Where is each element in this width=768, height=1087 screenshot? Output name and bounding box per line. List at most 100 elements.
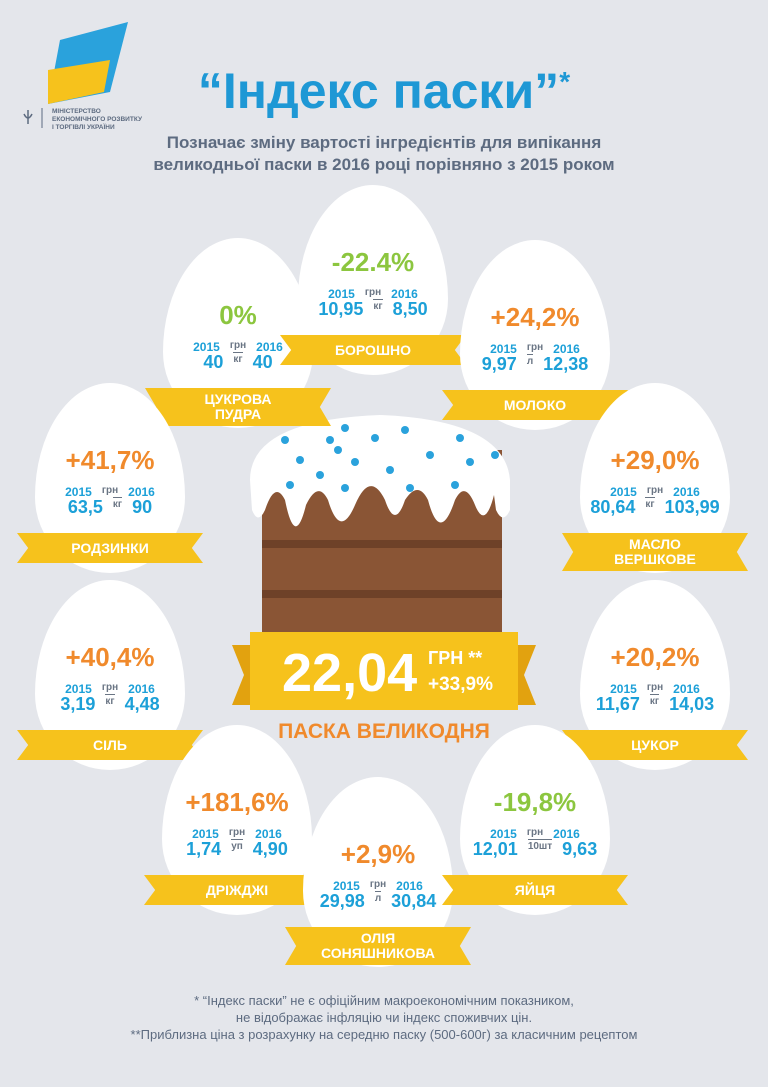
title-mark: * (559, 66, 571, 97)
unit: л (526, 354, 534, 375)
unit: уп (231, 839, 243, 860)
ingredient-name: БОРОШНО (334, 341, 412, 358)
ingredient: -19,8% 2015 грн 2016 12,01 10шт 9,63 ЯЙЦЯ (442, 725, 628, 925)
currency: грн (101, 682, 119, 693)
sprinkles (281, 424, 499, 492)
currency: грн (101, 485, 119, 496)
ingredient: +24,2% 2015 грн 2016 9,97 л 12,38 МОЛОКО (442, 240, 628, 440)
change: -19,8% (493, 787, 577, 817)
ingredient-name: СОНЯШНИКОВА (320, 945, 436, 961)
emblem (23, 110, 33, 124)
years: 2015 грн 2016 (162, 827, 312, 841)
ribbon: ЦУКРОВА ПУДРА (145, 388, 331, 426)
ministry-line: І ТОРГІВЛІ УКРАЇНИ (52, 124, 115, 131)
ingredient: +181,6% 2015 грн 2016 1,74 уп 4,90 ДРІЖДЖІ (144, 725, 330, 925)
unit: кг (645, 497, 655, 518)
prices: 40 кг 40 (163, 352, 313, 373)
currency: грн (228, 827, 246, 838)
price: 10,95 (318, 299, 364, 319)
unit: кг (649, 694, 660, 715)
price: 3,19 (60, 694, 96, 714)
prices: 29,98 л 30,84 (303, 891, 453, 912)
prices: 3,19 кг 4,48 (35, 694, 185, 715)
price: 80,64 (590, 497, 636, 517)
price: 14,03 (669, 694, 715, 714)
title: “Індекс паски” (197, 63, 560, 119)
cake-stripe (262, 540, 502, 548)
price: 4,90 (252, 839, 288, 859)
cake-stripe (262, 590, 502, 598)
year: 2015 (65, 485, 92, 499)
year: 2016 (553, 342, 580, 356)
currency: грн (229, 340, 247, 351)
ingredient-name: ЦУКРОВА (204, 391, 272, 407)
year: 2015 (328, 287, 355, 301)
year: 2016 (673, 682, 700, 696)
currency: грн (364, 287, 382, 298)
years: 2015 грн 2016 (35, 485, 185, 499)
ingredient-name: ПУДРА (214, 406, 262, 422)
ingredient-name: ВЕРШКОВЕ (614, 551, 696, 567)
price: 9,97 (481, 354, 517, 374)
change: +24,2% (490, 302, 580, 332)
ingredient: +2,9% 2015 грн 2016 29,98 л 30,84 ОЛІЯ СОНЯШНИКО… (285, 777, 471, 977)
center-label: ПАСКА ВЕЛИКОДНЯ (278, 720, 490, 743)
ribbon: БОРОШНО (280, 335, 466, 365)
year: 2016 (553, 827, 580, 841)
year: 2015 (333, 879, 360, 893)
year: 2016 (673, 485, 700, 499)
prices: 10,95 кг 8,50 (298, 299, 448, 320)
year: 2015 (193, 340, 220, 354)
change: +20,2% (610, 642, 700, 672)
ingredient: -22.4% 2015 грн 2016 10,95 кг 8,50 БОРОШНО (280, 185, 466, 385)
change: +2,9% (340, 839, 416, 869)
center-price: 22,04 (282, 643, 418, 703)
prices: 1,74 уп 4,90 (162, 839, 312, 860)
ribbon: РОДЗИНКИ (17, 533, 203, 563)
years: 2015 грн 2016 (580, 682, 730, 696)
subtitle: Позначає зміну вартості інгредієнтів для… (166, 133, 602, 152)
prices: 11,67 кг 14,03 (580, 694, 730, 715)
year: 2016 (391, 287, 418, 301)
year: 2016 (128, 485, 155, 499)
ribbon: ЯЙЦЯ (442, 875, 628, 905)
price: 1,74 (186, 839, 222, 859)
prices: 9,97 л 12,38 (460, 354, 610, 375)
price: 12,38 (543, 354, 589, 374)
years: 2015 грн 2016 (298, 287, 448, 301)
ingredient-name: ОЛІЯ (360, 930, 396, 946)
ribbon: ОЛІЯ СОНЯШНИКОВА (285, 927, 471, 965)
unit: кг (233, 352, 243, 373)
ingredient: +40,4% 2015 грн 2016 3,19 кг 4,48 СІЛЬ (17, 580, 203, 780)
ribbon: ЦУКОР (562, 730, 748, 760)
years: 2015 грн 2016 (460, 342, 610, 356)
change: +41,7% (65, 445, 155, 475)
years: 2015 грн 2016 (303, 879, 453, 893)
currency: грн (526, 827, 544, 838)
ribbon: МАСЛО ВЕРШКОВЕ (562, 533, 748, 571)
ingredient-name: ЦУКОР (631, 736, 679, 753)
ingredient-name: РОДЗИНКИ (71, 539, 149, 556)
unit: л (374, 891, 382, 912)
price: 30,84 (391, 891, 437, 911)
price: 90 (132, 497, 153, 517)
years: 2015 грн 2016 (35, 682, 185, 696)
ministry-line: МІНІСТЕРСТВО (52, 108, 101, 115)
unit: кг (105, 694, 115, 715)
year: 2015 (490, 342, 517, 356)
prices: 63,5 кг 90 (35, 497, 185, 518)
footnote: не відображає інфляцію чи індекс споживч… (235, 1010, 533, 1025)
unit: 10шт (527, 839, 553, 860)
years: 2015 грн 2016 (163, 340, 313, 354)
price: 8,50 (392, 299, 428, 319)
currency: грн (646, 485, 664, 496)
year: 2015 (490, 827, 517, 841)
year: 2016 (396, 879, 423, 893)
ministry: МІНІСТЕРСТВО ЕКОНОМІЧНОГО РОЗВИТКУ І ТОР… (52, 108, 142, 132)
price: 40 (252, 352, 273, 372)
prices: 12,01 10шт 9,63 (460, 839, 610, 860)
price: 63,5 (67, 497, 103, 517)
change: +181,6% (185, 787, 289, 817)
ingredient: +29,0% 2015 грн 2016 80,64 кг 103,99 МАСЛО ВЕРШК… (562, 383, 748, 583)
